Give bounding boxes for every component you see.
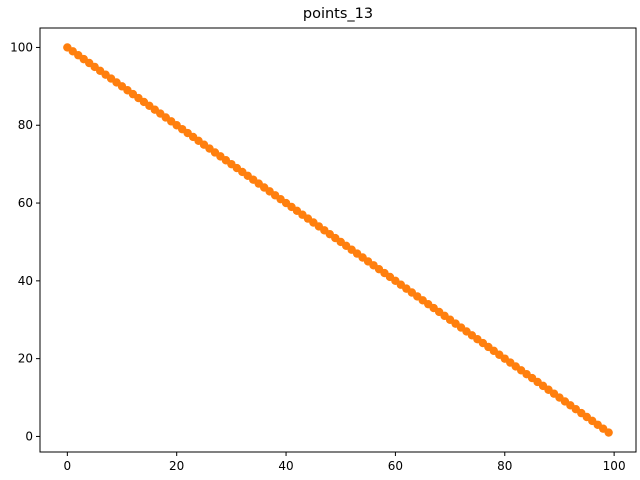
axes: 0 20 40 60 80 100 0 20 40 60 80 100: [10, 40, 625, 473]
plot-frame: [39, 27, 637, 453]
y-tick-label: 0: [25, 429, 33, 443]
x-tick-label: 80: [497, 459, 512, 473]
x-tick-label: 0: [64, 459, 72, 473]
x-tick-label: 100: [603, 459, 626, 473]
y-tick-label: 40: [18, 274, 33, 288]
x-tick-label: 40: [278, 459, 293, 473]
y-tick-label: 20: [18, 352, 33, 366]
x-tick-label: 60: [388, 459, 403, 473]
y-tick-label: 100: [10, 40, 33, 54]
y-tick-label: 80: [18, 118, 33, 132]
x-tick-label: 20: [169, 459, 184, 473]
data-point: [604, 428, 613, 437]
y-tick-label: 60: [18, 196, 33, 210]
data-points: [63, 43, 613, 437]
chart-title: points_13: [303, 6, 373, 22]
